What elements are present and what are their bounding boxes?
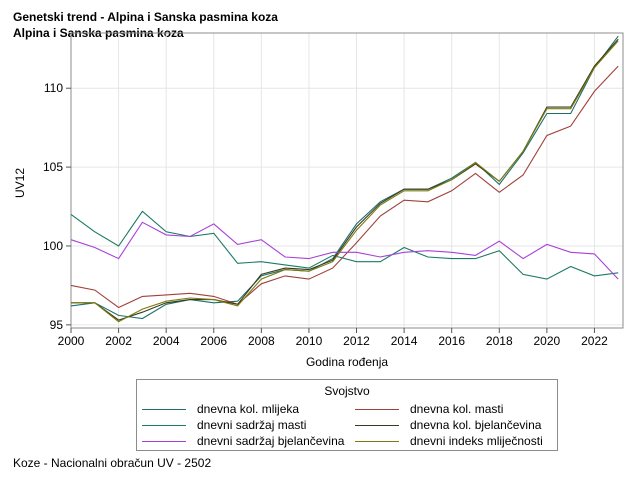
- legend-swatch: [355, 409, 399, 410]
- legend-swatch: [355, 425, 399, 426]
- legend-label: dnevna kol. mlijeka: [197, 402, 300, 416]
- x-tick-label: 2022: [581, 334, 608, 348]
- legend: Svojstvo dnevna kol. mlijeka dnevna kol. …: [136, 379, 558, 451]
- legend-swatch: [142, 409, 186, 410]
- series-line-3: [71, 38, 619, 321]
- x-tick-label: 2008: [248, 334, 275, 348]
- x-tick-label: 2000: [58, 334, 85, 348]
- y-axis-label: UV12: [13, 168, 27, 198]
- grid-lines: [70, 33, 623, 328]
- x-tick-label: 2014: [391, 334, 418, 348]
- x-axis-ticks: 2000 2002 2004 2006 2008 2010 2012 2014 2016 2018…: [58, 328, 608, 348]
- y-tick-label: 105: [43, 160, 63, 174]
- x-axis-label: Godina rođenja: [306, 355, 388, 369]
- legend-swatch: [142, 441, 186, 442]
- plot-area: [70, 32, 624, 329]
- x-tick-label: 2016: [438, 334, 465, 348]
- legend-swatch: [355, 441, 399, 442]
- series-line-0: [70, 35, 619, 320]
- legend-label: dnevna kol. bjelančevina: [410, 418, 542, 432]
- legend-title: Svojstvo: [324, 384, 370, 398]
- series-lines: [70, 35, 619, 323]
- series-line-4: [70, 221, 619, 280]
- x-tick-label: 2002: [105, 334, 132, 348]
- x-tick-label: 2018: [486, 334, 513, 348]
- y-tick-label: 110: [44, 81, 63, 95]
- series-line-5: [71, 40, 619, 323]
- series-line-1: [70, 65, 619, 309]
- x-tick-label: 2012: [343, 334, 370, 348]
- x-tick-label: 2010: [296, 334, 323, 348]
- y-tick-label: 100: [43, 239, 63, 253]
- chart-title: Genetski trend - Alpina i Sanska pasmina…: [13, 10, 278, 24]
- legend-label: dnevni sadržaj masti: [197, 418, 307, 432]
- legend-label: dnevna kol. masti: [410, 402, 504, 416]
- legend-swatch: [142, 425, 186, 426]
- legend-label: dnevni indeks mliječnosti: [410, 434, 543, 448]
- x-tick-label: 2020: [534, 334, 561, 348]
- x-tick-label: 2004: [153, 334, 180, 348]
- x-tick-label: 2006: [200, 334, 227, 348]
- y-tick-label: 95: [50, 318, 64, 332]
- footnote: Koze - Nacionalni obračun UV - 2502: [13, 456, 212, 470]
- line-chart: 2000 2002 2004 2006 2008 2010 2012 2014 2016 2018…: [13, 32, 624, 369]
- legend-label: dnevni sadržaj bjelančevina: [197, 434, 345, 448]
- y-axis-ticks: 95 100 105 110: [43, 81, 71, 332]
- series-line-2: [70, 210, 619, 280]
